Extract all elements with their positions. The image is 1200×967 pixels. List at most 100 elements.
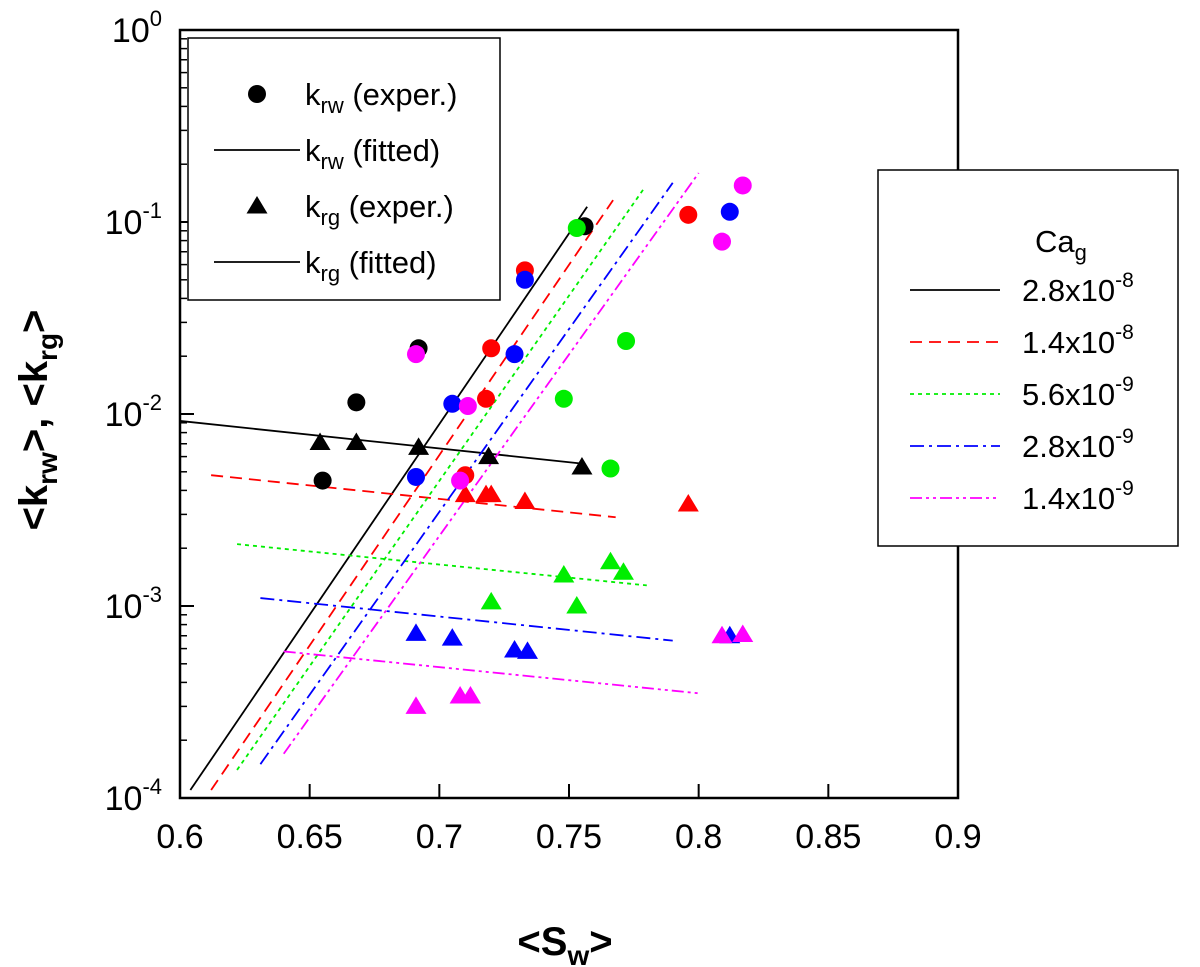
krw-point [451,471,470,490]
krg-point [504,639,526,658]
krw-point [406,467,425,486]
y-tick-label: 10-2 [105,390,162,434]
y-tick-label: 10-4 [105,774,162,818]
krg-point [514,491,536,510]
legend-series-exp: -9 [1115,373,1134,396]
y-axis-title-sub1: rw [32,452,63,485]
krg-point [459,685,481,704]
legend-series-entry: 5.6x10-9 [1022,373,1134,412]
legend-series-entry: 1.4x10-9 [1022,477,1134,516]
krg-point [454,484,476,503]
krg-point [711,625,733,644]
legend-marker-sub: rg [321,205,341,230]
legend-circle-icon [248,85,266,103]
legend-marker-rest: (exper.) [340,189,454,224]
krw-point [347,393,366,412]
krw-point [458,397,477,416]
krw-point [482,339,501,358]
y-tick-base: 10 [105,780,143,818]
fit-line-krg [260,597,673,642]
legend-marker-entry: krw (exper.) [305,77,457,118]
fit-line-krw [210,199,614,791]
x-tick-label: 0.6 [156,818,203,856]
krg-point [309,432,331,451]
legend-markers: krw (exper.)krw (fitted)krg (exper.)krg … [187,37,501,301]
legend-series-entry: 2.8x10-9 [1022,425,1134,464]
legend-series-entry: 2.8x10-8 [1022,269,1134,308]
krg-point [599,551,621,570]
legend-series-base: 5.6x10 [1022,377,1115,412]
krg-point [517,641,539,659]
legend-series-base: 2.8x10 [1022,273,1115,308]
krg-point [408,437,430,455]
x-tick-label: 0.85 [795,818,861,856]
legend-series-exp: -8 [1115,269,1134,292]
x-tick-label: 0.9 [934,818,981,856]
krw-point [515,270,534,289]
x-axis-title: <Sw> [517,920,612,967]
legend-marker-k: k [305,189,321,224]
legend-series-box [877,169,1179,547]
krg-point [441,628,463,646]
legend-marker-sub: rw [321,149,344,174]
legend-series-exp: -9 [1115,425,1134,448]
legend-marker-rest: (fitted) [340,245,436,280]
krw-point [505,345,524,364]
krw-point [601,459,620,478]
legend-series-title: Cag [1035,224,1087,265]
y-tick-exp: 0 [150,6,162,31]
x-tick-label: 0.65 [277,818,343,856]
fit-line-krg [179,420,585,465]
y-tick-label: 10-3 [105,582,162,626]
legend-marker-sub: rg [321,261,341,286]
krw-point [406,345,425,364]
krw-point [679,205,698,224]
x-tick-value: 0.75 [536,818,602,856]
y-tick-base: 10 [112,12,150,50]
x-tick-value: 0.9 [934,818,981,856]
krw-point [733,176,752,195]
legend-series-title-sub: g [1075,240,1087,265]
krw-point [443,394,462,413]
legend-marker-sub: rw [321,93,344,118]
y-tick-base: 10 [105,396,143,434]
krg-point [480,484,502,503]
y-tick-base: 10 [105,588,143,626]
y-axis-title-sub2: rg [32,333,63,361]
legend-marker-k: k [305,133,321,168]
krg-point [478,446,500,465]
krg-point [732,624,754,643]
x-tick-value: 0.6 [156,818,203,856]
y-tick-label: 10-1 [105,198,162,242]
x-axis-ticks: 0.6 0.65 0.7 0.75 0.8 0.85 0.9 [156,784,982,856]
fit-line-krw [236,187,645,771]
krw-point [617,331,636,350]
x-axis-title-sub: w [566,940,589,967]
krg-point [405,696,427,714]
fit-line-krw [189,206,588,791]
krw-point [554,389,573,408]
krg-point [405,623,427,641]
y-tick-exp: -3 [142,582,162,607]
legend-marker-rest: (fitted) [344,133,440,168]
legend-series-exp: -8 [1115,321,1134,344]
x-tick-label: 0.8 [675,818,722,856]
krg-point [612,562,634,580]
legend-markers-box [187,37,501,301]
y-tick-exp: -2 [142,390,162,415]
legend-marker-rest: (exper.) [344,77,458,112]
legend-triangle-icon [246,196,268,214]
x-tick-label: 0.75 [536,818,602,856]
krw-point [720,202,739,221]
legend-marker-entry: krw (fitted) [305,133,440,174]
x-tick-value: 0.8 [675,818,722,856]
legend-marker-k: k [305,77,321,112]
y-tick-exp: -1 [142,198,162,223]
krw-point [313,471,332,490]
krg-point [553,565,575,583]
legend-series-entry: 1.4x10-8 [1022,321,1134,360]
y-tick-label: 100 [112,6,162,50]
krg-point [345,432,367,451]
